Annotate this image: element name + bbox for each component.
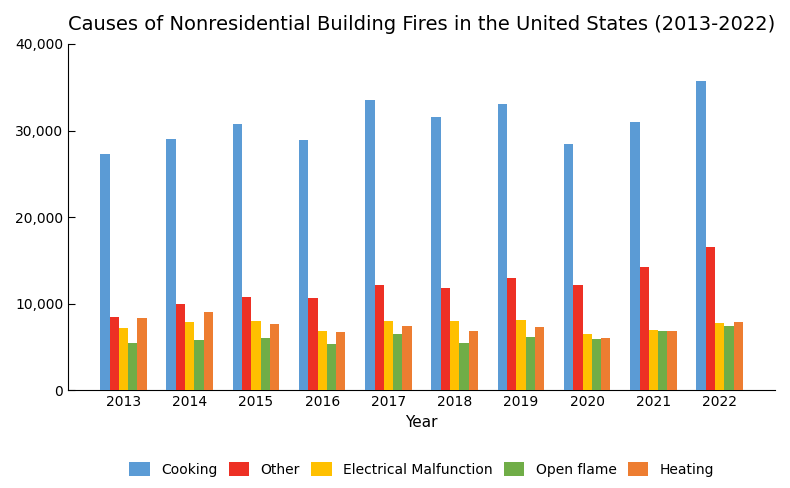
Bar (336, 332, 345, 390)
Bar (441, 288, 450, 390)
Bar (431, 117, 441, 390)
Bar (299, 140, 308, 390)
Bar (582, 334, 592, 390)
Bar (724, 326, 734, 390)
Bar (640, 266, 649, 390)
Bar (251, 321, 261, 390)
Bar (365, 100, 374, 390)
Bar (630, 122, 640, 390)
X-axis label: Year: Year (405, 415, 438, 430)
Bar (525, 337, 535, 390)
Bar (649, 330, 658, 390)
Bar (167, 139, 175, 390)
Bar (734, 322, 743, 390)
Bar (658, 331, 668, 390)
Bar (592, 339, 601, 390)
Bar (498, 103, 507, 390)
Bar (517, 320, 525, 390)
Bar (204, 311, 213, 390)
Bar (402, 326, 412, 390)
Bar (697, 81, 705, 390)
Bar (715, 323, 724, 390)
Bar (535, 327, 544, 390)
Bar (393, 334, 402, 390)
Bar (270, 324, 279, 390)
Bar (601, 338, 611, 390)
Bar (564, 143, 574, 390)
Bar (574, 285, 582, 390)
Title: Causes of Nonresidential Building Fires in the United States (2013-2022): Causes of Nonresidential Building Fires … (68, 15, 775, 34)
Bar (459, 343, 468, 390)
Bar (384, 321, 393, 390)
Bar (128, 343, 137, 390)
Bar (242, 297, 251, 390)
Bar (507, 278, 517, 390)
Bar (705, 246, 715, 390)
Bar (468, 331, 478, 390)
Bar (100, 154, 110, 390)
Bar (668, 331, 676, 390)
Bar (110, 317, 118, 390)
Bar (194, 340, 204, 390)
Bar (261, 338, 270, 390)
Bar (308, 298, 318, 390)
Bar (233, 124, 242, 390)
Bar (137, 318, 147, 390)
Bar (450, 321, 459, 390)
Bar (374, 285, 384, 390)
Bar (185, 322, 194, 390)
Legend: Cooking, Other, Electrical Malfunction, Open flame, Heating: Cooking, Other, Electrical Malfunction, … (123, 456, 720, 482)
Bar (318, 331, 327, 390)
Bar (118, 328, 128, 390)
Bar (327, 345, 336, 390)
Bar (175, 304, 185, 390)
